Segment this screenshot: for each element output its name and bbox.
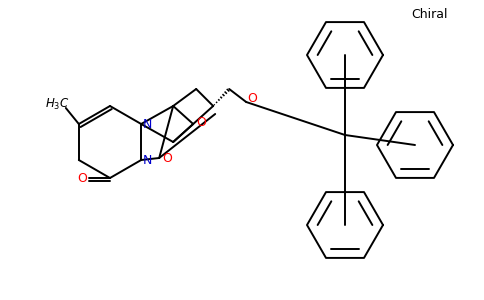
Text: $H_3C$: $H_3C$ xyxy=(45,96,69,112)
Text: O: O xyxy=(196,116,206,130)
Text: O: O xyxy=(247,92,257,104)
Text: N: N xyxy=(143,154,152,167)
Text: N: N xyxy=(143,118,152,130)
Text: O: O xyxy=(77,172,87,184)
Text: Chiral: Chiral xyxy=(411,8,448,22)
Text: O: O xyxy=(162,152,172,166)
